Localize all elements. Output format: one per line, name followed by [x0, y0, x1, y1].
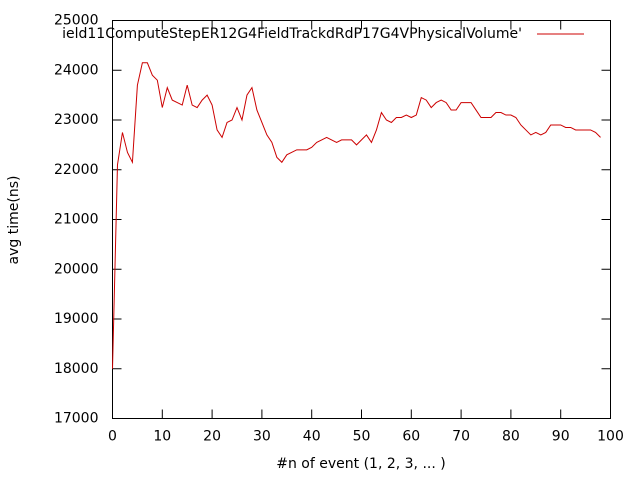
- legend-label: ield11ComputeStepER12G4FieldTrackdRdP17G…: [62, 26, 522, 42]
- x-tick-label: 10: [153, 429, 171, 445]
- x-tick-label: 100: [597, 429, 624, 445]
- x-tick-label: 50: [353, 429, 371, 445]
- y-tick-label: 22000: [54, 162, 99, 178]
- x-tick-label: 30: [253, 429, 271, 445]
- y-tick-label: 24000: [54, 62, 99, 78]
- y-tick-label: 20000: [54, 261, 99, 277]
- y-tick-label: 17000: [54, 411, 99, 427]
- x-tick-label: 20: [203, 429, 221, 445]
- y-tick-label: 18000: [54, 361, 99, 377]
- y-tick-label: 21000: [54, 212, 99, 228]
- y-axis-label: avg time(ns): [6, 176, 22, 265]
- x-tick-label: 60: [402, 429, 420, 445]
- data-line: [112, 62, 601, 369]
- x-tick-label: 70: [452, 429, 470, 445]
- x-tick-label: 40: [303, 429, 321, 445]
- y-tick-label: 23000: [54, 112, 99, 128]
- plot-frame: [112, 20, 611, 419]
- x-tick-label: 0: [108, 429, 117, 445]
- x-tick-label: 80: [502, 429, 520, 445]
- y-tick-label: 25000: [54, 13, 99, 29]
- x-tick-label: 90: [552, 429, 570, 445]
- y-tick-label: 19000: [54, 311, 99, 327]
- x-axis-label: #n of event (1, 2, 3, ... ): [276, 456, 445, 472]
